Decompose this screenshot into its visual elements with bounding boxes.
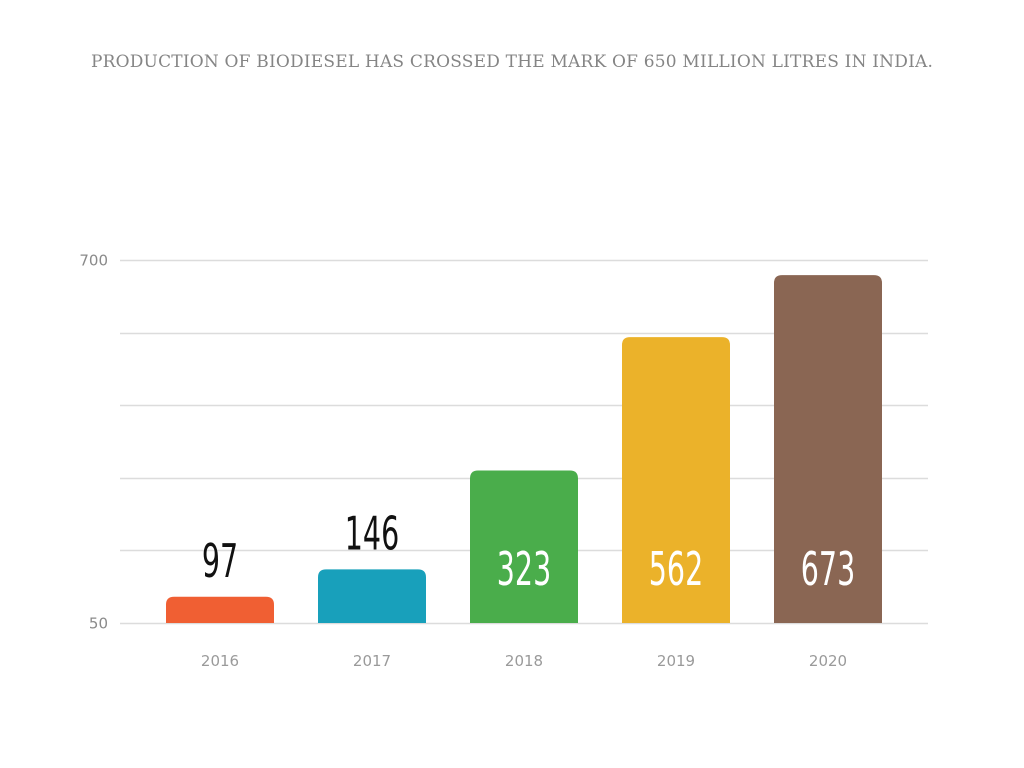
bar-2020: [774, 275, 882, 623]
bar-2018: [470, 470, 578, 623]
data-label: 97: [202, 535, 238, 589]
chart-title: PRODUCTION OF BIODIESEL HAS CROSSED THE …: [90, 52, 934, 72]
x-tick-label: 2019: [657, 652, 695, 670]
data-label: 323: [497, 543, 551, 597]
x-tick-label: 2016: [201, 652, 239, 670]
data-label-group: 562: [649, 543, 703, 597]
x-tick-label: 2017: [353, 652, 391, 670]
y-tick-label: 50: [89, 615, 108, 633]
x-tick-label: 2018: [505, 652, 543, 670]
bar-2019: [622, 337, 730, 623]
data-label-group: 673: [801, 543, 855, 597]
data-label-group: 146: [345, 507, 399, 561]
data-label: 562: [649, 543, 703, 597]
data-label-group: 323: [497, 543, 551, 597]
bar-2016: [166, 596, 274, 623]
data-label: 673: [801, 543, 855, 597]
data-label-group: 97: [202, 535, 238, 589]
data-label: 146: [345, 507, 399, 561]
y-tick-label: 700: [79, 252, 108, 270]
x-tick-label: 2020: [809, 652, 847, 670]
bar-2017: [318, 569, 426, 623]
